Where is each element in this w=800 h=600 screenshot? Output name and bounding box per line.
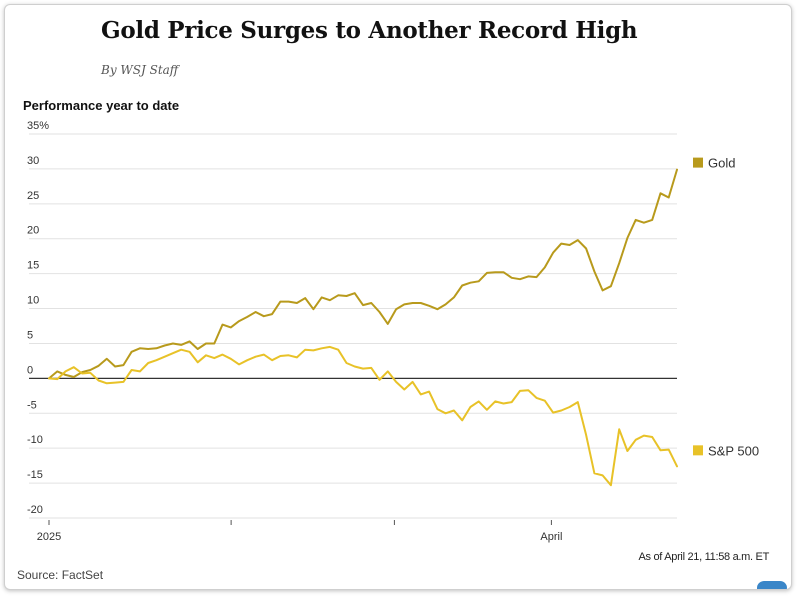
y-tick-label: 5 <box>27 329 33 341</box>
y-tick-label: 25 <box>27 190 39 202</box>
series-line-gold <box>48 168 678 380</box>
chart-subtitle: Performance year to date <box>23 98 180 113</box>
x-tick-label: 2025 <box>37 531 61 543</box>
legend-swatch <box>693 157 703 168</box>
legend-label: S&P 500 <box>708 443 759 458</box>
corner-tab[interactable] <box>757 581 787 589</box>
as-of-timestamp: As of April 21, 11:58 a.m. ET <box>638 551 770 563</box>
y-tick-label: -15 <box>27 469 43 481</box>
y-tick-label: 35% <box>27 120 49 132</box>
y-tick-label: -20 <box>27 504 43 516</box>
y-tick-label: 10 <box>27 295 39 307</box>
y-tick-label: 15 <box>27 260 39 272</box>
series-line-sp500 <box>48 345 678 487</box>
x-tick-label: April <box>540 531 562 543</box>
line-chart: 35% 30 25 20 15 10 5 0 -5 -10 -15 -20 2025 April Gold S… <box>27 120 759 543</box>
y-tick-label: 30 <box>27 155 39 167</box>
y-tick-label: 0 <box>27 364 33 376</box>
legend-label: Gold <box>708 156 735 171</box>
source-note: Source: FactSet <box>17 568 104 582</box>
byline: By WSJ Staff <box>101 63 179 77</box>
chart-card: Gold Price Surges to Another Record High… <box>4 4 792 590</box>
legend-swatch <box>693 445 703 456</box>
chart-title: Gold Price Surges to Another Record High <box>101 17 638 44</box>
y-tick-label: -5 <box>27 399 37 411</box>
y-tick-label: 20 <box>27 225 39 237</box>
y-tick-label: -10 <box>27 434 43 446</box>
